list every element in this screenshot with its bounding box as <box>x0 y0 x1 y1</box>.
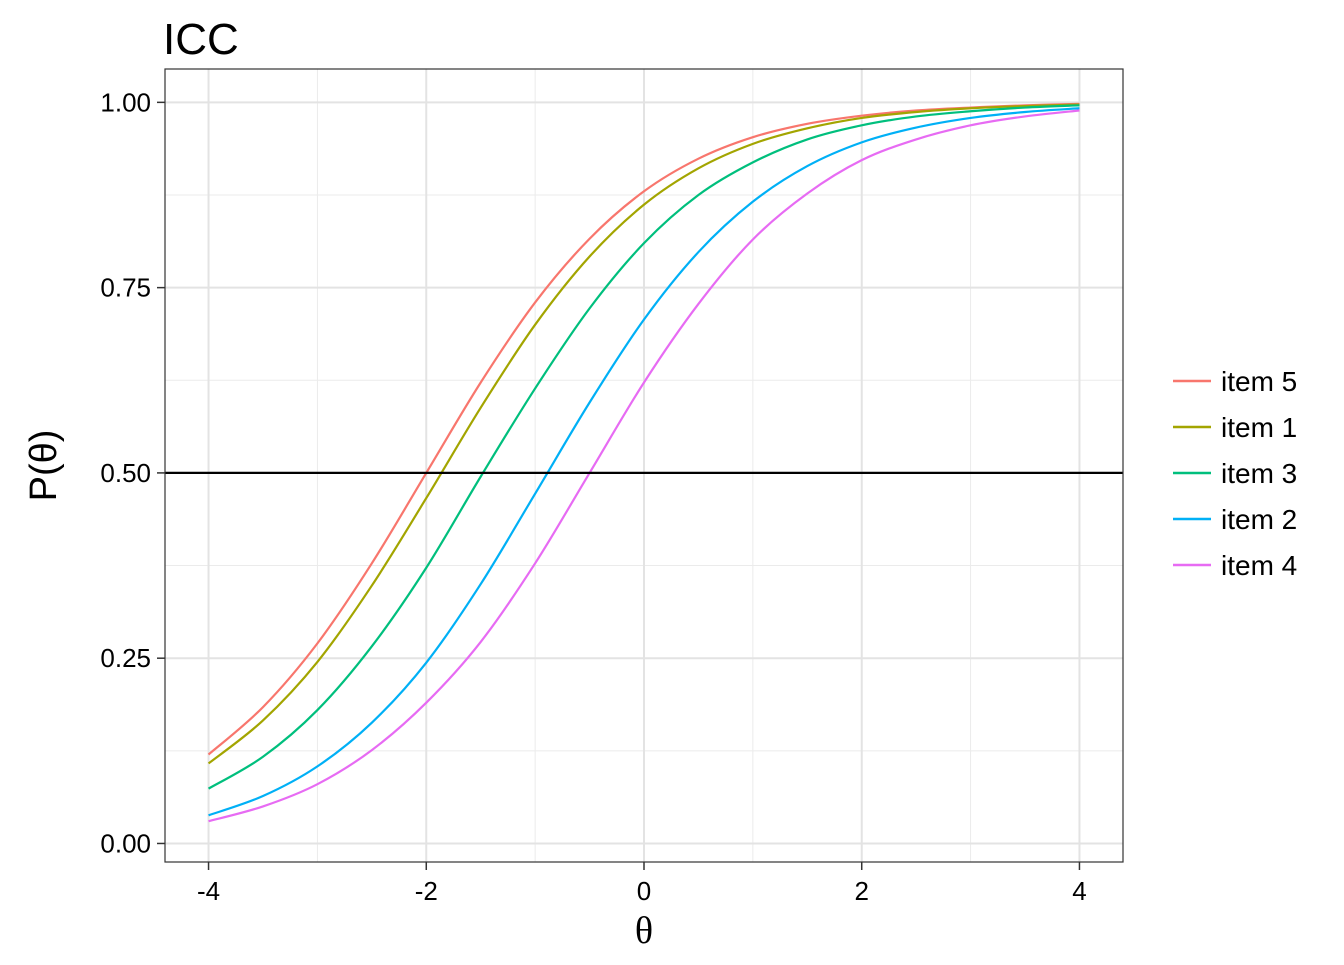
x-tick-label: 2 <box>854 876 868 906</box>
x-tick-label: -4 <box>197 876 220 906</box>
series-lines <box>207 102 1080 823</box>
y-tick-label: 0.75 <box>100 273 151 303</box>
series-line-item-2 <box>208 107 1080 817</box>
y-tick-label: 0.50 <box>100 458 151 488</box>
y-tick-label: 0.25 <box>100 643 151 673</box>
legend-label: item 3 <box>1221 458 1297 489</box>
series-line-item-3 <box>207 104 1080 790</box>
legend-label: item 4 <box>1221 550 1297 581</box>
legend-label: item 2 <box>1221 504 1297 535</box>
series-line-item-1 <box>207 103 1080 765</box>
legend: item 5 item 1 item 3 item 2 item 4 <box>1173 366 1297 581</box>
series-line-item-4 <box>208 109 1080 823</box>
y-tick-label: 1.00 <box>100 87 151 117</box>
x-tick-label: 0 <box>637 876 651 906</box>
y-axis-title: P(θ) <box>23 430 65 502</box>
y-axis: 0.00 0.25 0.50 0.75 1.00 <box>100 87 165 858</box>
legend-label: item 5 <box>1221 366 1297 397</box>
y-tick-label: 0.00 <box>100 828 151 858</box>
chart-title: ICC <box>163 15 239 64</box>
series-line-item-5 <box>207 102 1080 756</box>
legend-label: item 1 <box>1221 412 1297 443</box>
x-axis-title: θ <box>635 910 653 952</box>
x-tick-label: 4 <box>1072 876 1086 906</box>
x-tick-label: -2 <box>415 876 438 906</box>
x-axis: -4 -2 0 2 4 <box>197 862 1087 906</box>
